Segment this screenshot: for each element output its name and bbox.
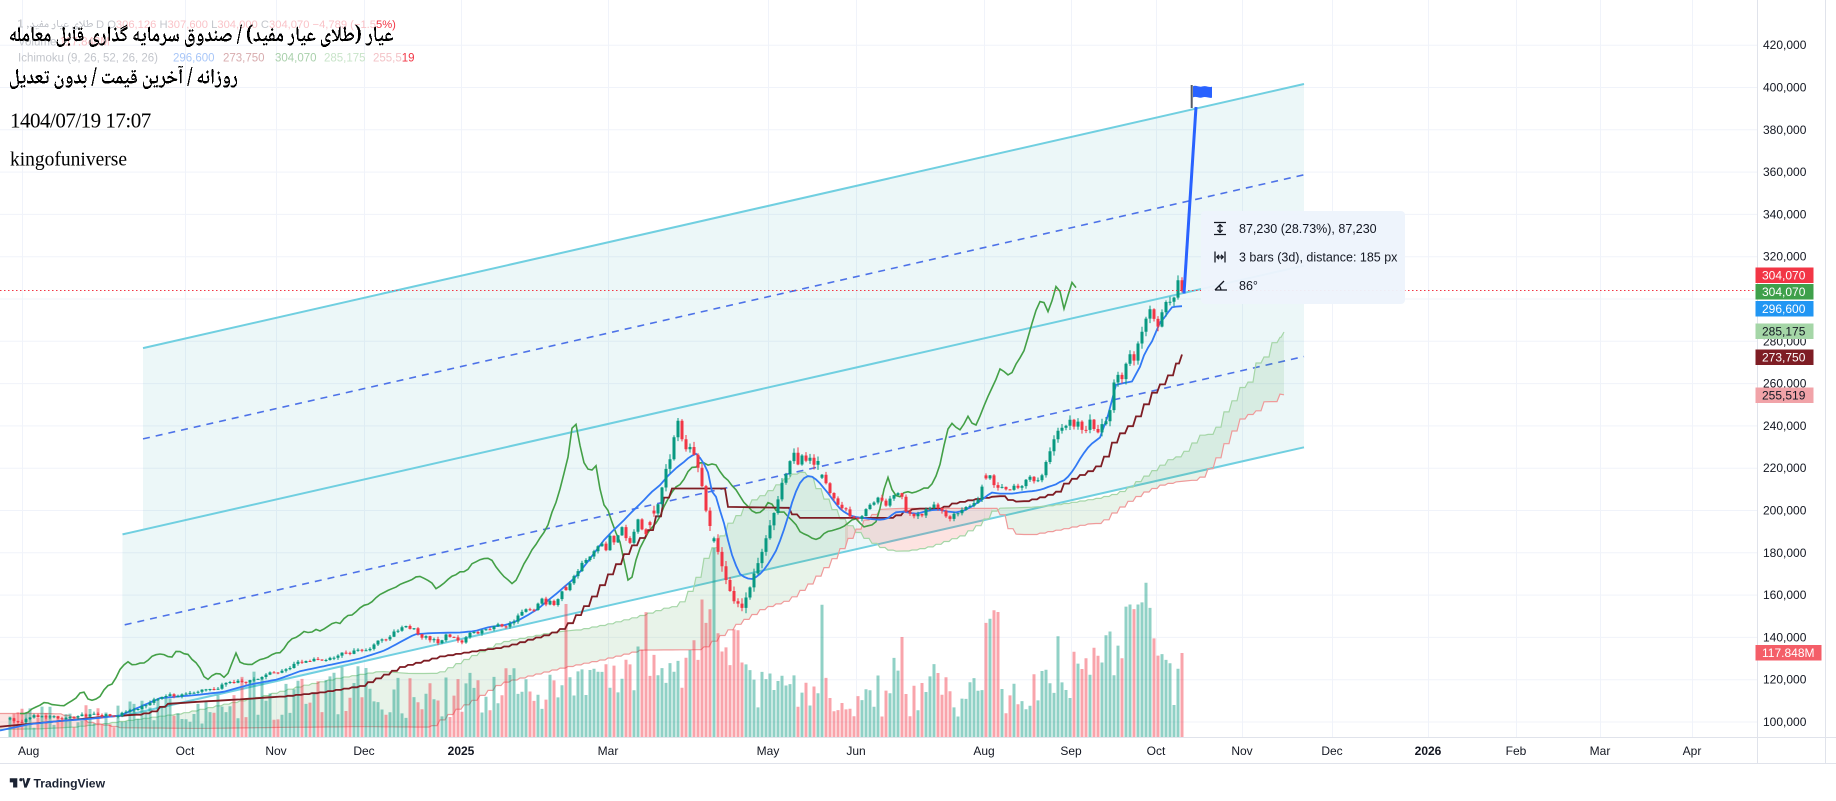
svg-text:Mar: Mar [1590,744,1611,758]
svg-text:117.848M: 117.848M [1762,646,1814,660]
svg-text:220,000: 220,000 [1763,461,1807,475]
svg-text:Mar: Mar [598,744,619,758]
svg-text:D O306,126 H307,600 L304,000 C: D O306,126 H307,600 L304,000 C304,070 −4… [96,19,396,31]
svg-text:360,000: 360,000 [1763,165,1807,179]
svg-text:Aug: Aug [18,744,39,758]
svg-text:304,070: 304,070 [1762,269,1806,283]
svg-text:140,000: 140,000 [1763,630,1807,644]
svg-text:Oct: Oct [176,744,195,758]
svg-text:Nov: Nov [265,744,286,758]
svg-text:100,000: 100,000 [1763,715,1807,729]
svg-text:Sep: Sep [1060,744,1082,758]
svg-text:400,000: 400,000 [1763,81,1807,95]
svg-text:180,000: 180,000 [1763,546,1807,560]
svg-text:Ichimoku (9, 26, 52, 26, 26) 2: Ichimoku (9, 26, 52, 26, 26) 296,600 273,… [18,53,415,65]
svg-text:Aug: Aug [973,744,994,758]
svg-text:273,750: 273,750 [1762,351,1806,365]
svg-text:120,000: 120,000 [1763,673,1807,687]
svg-text:340,000: 340,000 [1763,207,1807,221]
svg-text:255,519: 255,519 [1762,389,1806,403]
svg-text:Dec: Dec [353,744,374,758]
svg-text:285,175: 285,175 [1762,325,1806,339]
svg-text:1404/07/19 17:07: 1404/07/19 17:07 [10,109,151,133]
svg-text:160,000: 160,000 [1763,588,1807,602]
svg-text:3 bars (3d), distance: 185 px: 3 bars (3d), distance: 185 px [1239,251,1398,265]
svg-text:380,000: 380,000 [1763,123,1807,137]
svg-text:2025: 2025 [448,744,475,758]
svg-text:240,000: 240,000 [1763,419,1807,433]
svg-text:Nov: Nov [1231,744,1252,758]
svg-text:kingofuniverse: kingofuniverse [10,150,127,171]
svg-text:Apr: Apr [1683,744,1702,758]
svg-text:Volume 117.848M: Volume 117.848M [18,37,110,49]
svg-text:Oct: Oct [1147,744,1166,758]
svg-text:86°: 86° [1239,279,1258,293]
svg-text:Feb: Feb [1506,744,1527,758]
svg-text:320,000: 320,000 [1763,250,1807,264]
svg-text:200,000: 200,000 [1763,504,1807,518]
svg-text:304,070: 304,070 [1762,285,1806,299]
svg-text:2026: 2026 [1415,744,1442,758]
svg-text:260,000: 260,000 [1763,377,1807,391]
svg-text:87,230 (28.73%), 87,230: 87,230 (28.73%), 87,230 [1239,222,1377,236]
svg-text:Dec: Dec [1321,744,1342,758]
svg-text:Jun: Jun [846,744,865,758]
svg-text:296,600: 296,600 [1762,302,1806,316]
svg-text:TradingView: TradingView [34,777,106,791]
svg-text:May: May [757,744,780,758]
svg-text:420,000: 420,000 [1763,38,1807,52]
